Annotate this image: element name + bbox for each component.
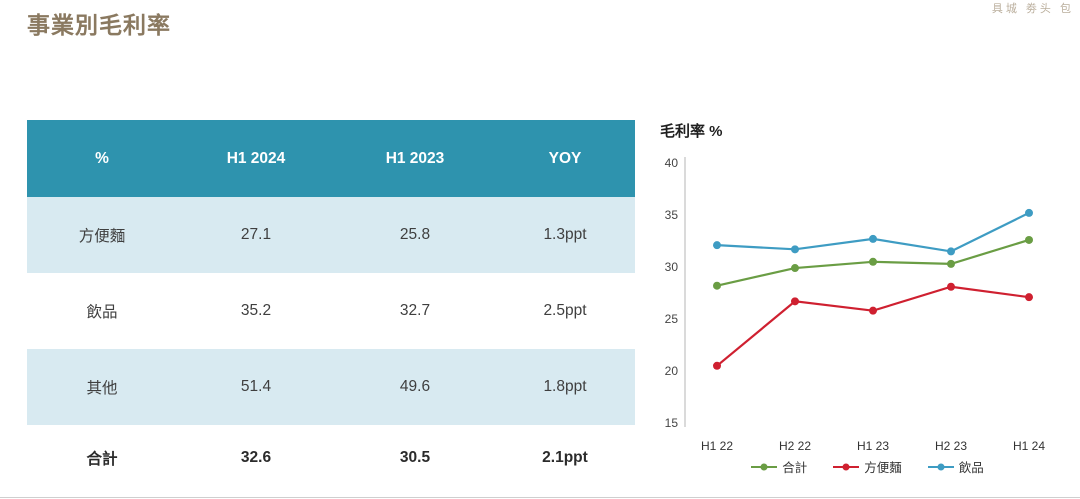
svg-text:15: 15 [665, 416, 679, 430]
gross-margin-table: % H1 2024 H1 2023 YOY 方便麵 27.1 25.8 1.3p… [27, 120, 635, 491]
svg-text:H1 22: H1 22 [701, 439, 733, 453]
page-title: 事業別毛利率 [27, 12, 171, 38]
cell-value: 25.8 [399, 226, 431, 243]
cell-value: 2.1ppt [542, 449, 588, 466]
legend-marker-icon [833, 463, 860, 470]
table-row-others: 其他 51.4 49.6 1.8ppt [27, 349, 635, 425]
cell-value: 35.2 [240, 302, 272, 319]
legend-item: 合計 [751, 457, 807, 476]
svg-text:30: 30 [665, 260, 679, 274]
table-row-noodles: 方便麵 27.1 25.8 1.3ppt [27, 197, 635, 273]
cell-value: 51.4 [240, 378, 272, 395]
table-header-percent: % [95, 149, 109, 167]
table-row-beverages: 飲品 35.2 32.7 2.5ppt [27, 273, 635, 349]
table-row-total: 合計 32.6 30.5 2.1ppt [27, 425, 635, 491]
gross-margin-chart: 毛利率 % 40 35 30 25 20 15 H1 22 H2 22 H1 23 H2 23 H1… [655, 120, 1080, 476]
line-chart: 40 35 30 25 20 15 H1 22 H2 22 H1 23 H2 23 H1 24 [665, 156, 1046, 453]
svg-text:H1 23: H1 23 [857, 439, 889, 453]
row-label: 飲品 [86, 304, 118, 321]
cell-value: 49.6 [399, 378, 431, 395]
legend-label: 方便麵 [864, 461, 902, 475]
svg-text:40: 40 [665, 156, 679, 170]
table-header-yoy: YOY [548, 149, 582, 167]
cell-value: 30.5 [399, 449, 431, 466]
cell-value: 32.7 [399, 302, 431, 319]
svg-text:H2 22: H2 22 [779, 439, 811, 453]
table-header-h1-2023: H1 2023 [385, 149, 445, 167]
legend-label: 飲品 [958, 461, 984, 475]
cell-value: 1.8ppt [543, 378, 587, 395]
chart-legend: 合計 方便麵 飲品 [655, 457, 1080, 476]
cell-value: 27.1 [240, 226, 272, 243]
svg-text:25: 25 [665, 312, 679, 326]
cell-value: 2.5ppt [543, 302, 587, 319]
cell-value: 1.3ppt [543, 226, 587, 243]
svg-text:35: 35 [665, 208, 679, 222]
bottom-divider [0, 497, 1080, 498]
legend-item: 方便麵 [833, 457, 902, 476]
row-label: 合計 [86, 451, 118, 468]
table-header-row: % H1 2024 H1 2023 YOY [27, 120, 635, 197]
legend-item: 飲品 [927, 457, 984, 476]
table-header-h1-2024: H1 2024 [226, 149, 286, 167]
cell-value: 32.6 [240, 449, 272, 466]
row-label: 方便麵 [78, 228, 126, 245]
chart-title: 毛利率 % [660, 123, 723, 140]
row-label: 其他 [86, 380, 118, 397]
svg-text:20: 20 [665, 364, 679, 378]
svg-text:H1 24: H1 24 [1013, 439, 1045, 453]
watermark-text: 具城 劵头 包 [991, 3, 1074, 15]
legend-label: 合計 [782, 461, 808, 475]
svg-text:H2 23: H2 23 [935, 439, 967, 453]
legend-marker-icon [927, 463, 954, 470]
legend-marker-icon [751, 463, 778, 470]
